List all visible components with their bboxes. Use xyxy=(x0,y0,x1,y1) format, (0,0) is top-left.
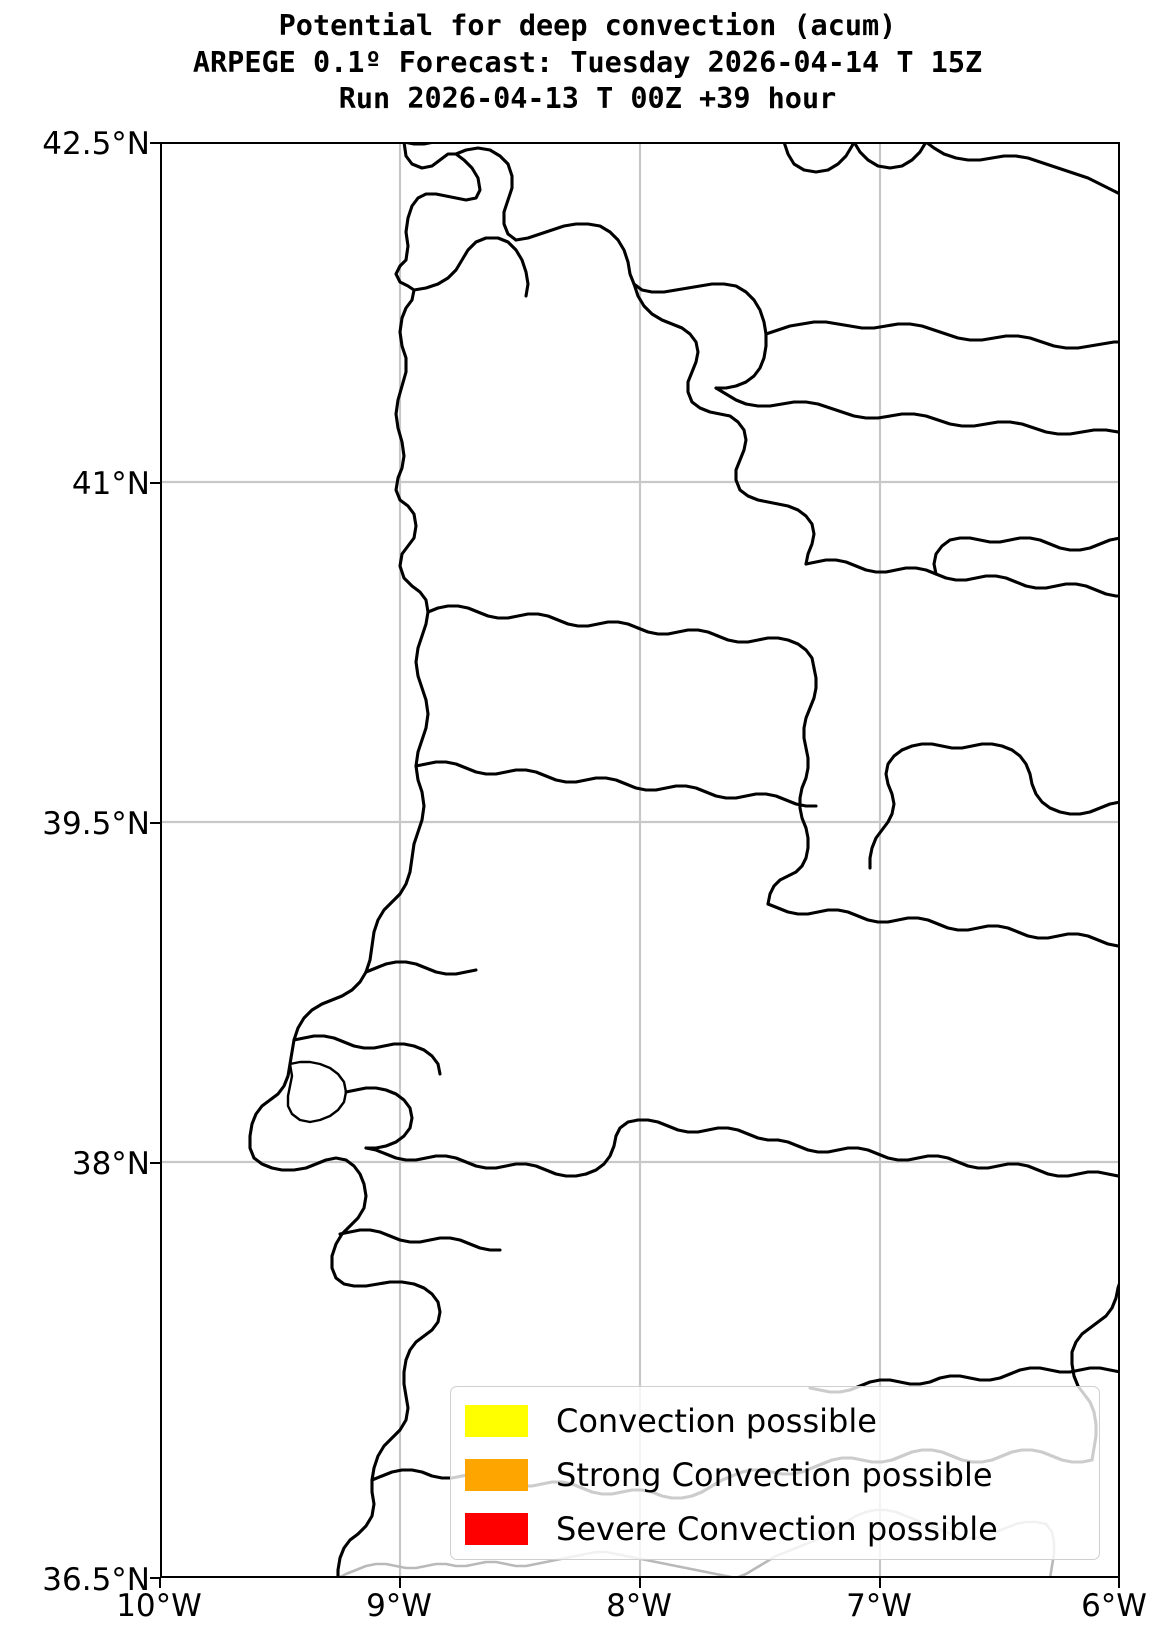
ytick-label-42-5: 42.5°N xyxy=(42,126,150,162)
district-border-5 xyxy=(632,282,816,566)
spain-inner-3 xyxy=(926,144,1118,195)
alentejo-north-border xyxy=(584,1118,780,1176)
spain-province-border-4 xyxy=(766,902,1118,948)
xtick-mark-10w xyxy=(159,1578,161,1588)
spain-north-border xyxy=(764,320,1118,350)
district-border-2 xyxy=(454,146,518,242)
district-border-7 xyxy=(414,760,818,808)
model-run-line: Run 2026-04-13 T 00Z +39 hour xyxy=(338,82,837,115)
spain-province-border-1 xyxy=(714,386,1118,436)
ytick-label-38: 38°N xyxy=(71,1146,150,1182)
legend-swatch-yellow xyxy=(465,1405,528,1437)
spain-inner-4 xyxy=(900,742,1118,816)
legend-label-severe-convection: Severe Convection possible xyxy=(556,1510,998,1548)
spain-inner-7 xyxy=(808,1366,1118,1394)
legend-label-strong-convection: Strong Convection possible xyxy=(556,1456,993,1494)
xtick-label-8w: 8°W xyxy=(606,1588,672,1624)
xtick-mark-9w xyxy=(399,1578,401,1588)
tagus-channel-2 xyxy=(344,1086,414,1150)
xtick-mark-6w xyxy=(1118,1578,1120,1588)
legend-item-strong-convection: Strong Convection possible xyxy=(451,1449,1101,1501)
forecast-subtitle: ARPEGE 0.1º Forecast: Tuesday 2026-04-14… xyxy=(192,45,983,79)
ytick-label-41: 41°N xyxy=(71,466,150,502)
spain-inner-2 xyxy=(853,144,927,170)
sado-estuary xyxy=(338,1228,502,1252)
spain-inner-6 xyxy=(932,536,1118,576)
ytick-mark-42-5 xyxy=(150,142,160,144)
page-title: Potential for deep convection (acum) xyxy=(278,9,897,42)
ytick-mark-36-5 xyxy=(150,1577,160,1579)
legend-label-convection: Convection possible xyxy=(556,1402,877,1440)
figure-title-block: Potential for deep convection (acum) ARP… xyxy=(0,8,1175,118)
ytick-label-36-5: 36.5°N xyxy=(42,1562,150,1598)
map-canvas xyxy=(162,144,1118,1576)
algarve-coastline xyxy=(339,1550,733,1576)
spain-inner-1 xyxy=(783,144,855,174)
district-north-edge xyxy=(406,144,432,146)
map-plot-area xyxy=(160,142,1120,1578)
district-border-6 xyxy=(426,604,816,670)
spain-province-border-3 xyxy=(776,1138,1118,1178)
legend-item-severe-convection: Severe Convection possible xyxy=(451,1503,1101,1555)
ytick-label-39-5: 39.5°N xyxy=(42,806,150,842)
tagus-north-bank xyxy=(364,960,478,976)
ytick-mark-39-5 xyxy=(150,822,160,824)
ytick-mark-38 xyxy=(150,1162,160,1164)
map-legend: Convection possible Strong Convection po… xyxy=(450,1386,1100,1560)
tagus-channel-1 xyxy=(292,1034,442,1076)
administrative-boundaries xyxy=(248,144,1118,1576)
spain-province-border-2 xyxy=(804,558,1118,598)
atlantic-coastline xyxy=(248,144,482,1576)
tagus-lagoon xyxy=(286,1060,348,1124)
xtick-label-9w: 9°W xyxy=(366,1588,432,1624)
map-gridlines xyxy=(162,144,1118,1576)
setubal-border xyxy=(364,1146,588,1178)
district-border-1 xyxy=(412,236,530,298)
legend-swatch-red xyxy=(465,1513,528,1545)
frontier-mid xyxy=(766,666,818,906)
xtick-label-10w: 10°W xyxy=(116,1588,202,1624)
legend-item-convection: Convection possible xyxy=(451,1395,1101,1447)
xtick-label-7w: 7°W xyxy=(846,1588,912,1624)
xtick-mark-8w xyxy=(639,1578,641,1588)
xtick-mark-7w xyxy=(879,1578,881,1588)
district-border-3 xyxy=(514,222,690,294)
legend-swatch-orange xyxy=(465,1459,528,1491)
ytick-mark-41 xyxy=(150,482,160,484)
xtick-label-6w: 6°W xyxy=(1081,1588,1147,1624)
district-border-4 xyxy=(686,282,768,390)
spain-inner-5 xyxy=(868,748,904,870)
